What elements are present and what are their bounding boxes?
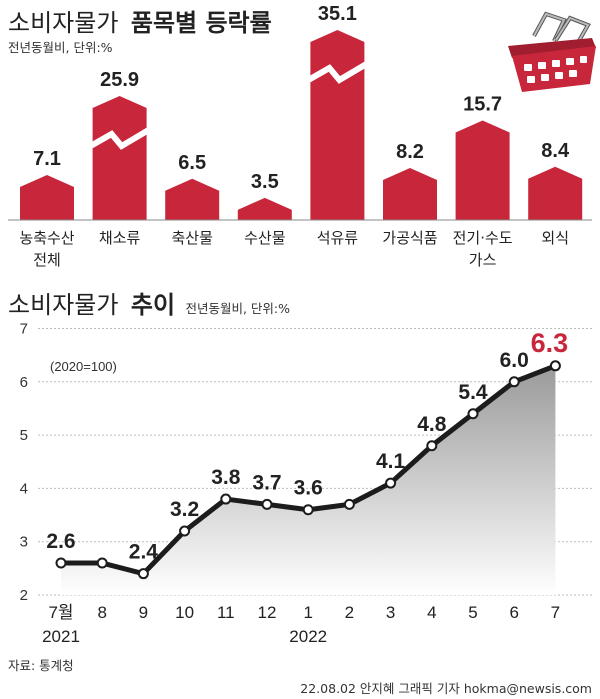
x-tick-label-6: 1 (303, 603, 312, 622)
x-year-label-0: 2021 (42, 627, 80, 646)
line-value-label-11: 6.0 (500, 349, 529, 372)
axis-break-mark-1 (89, 127, 151, 150)
bar-chart-title: 소비자물가 품목별 등락률 (8, 9, 272, 37)
bar-7 (528, 166, 583, 220)
bar-category-label-2-0: 축산물 (171, 229, 212, 247)
credit-note: 22.08.02 안지혜 그래픽 기자 hokma@newsis.com (300, 681, 592, 696)
line-point-1 (96, 557, 108, 569)
bar-value-label-3: 3.5 (251, 171, 279, 193)
x-tick-label-7: 2 (345, 603, 354, 622)
line-point-3 (179, 525, 191, 537)
line-point-9 (426, 440, 438, 452)
base-year-note: (2020=100) (50, 359, 117, 374)
line-point-0 (55, 557, 67, 569)
bar-0 (20, 175, 74, 220)
y-tick-label-2: 4 (20, 480, 28, 497)
bar-value-label-4: 35.1 (318, 3, 357, 25)
x-tick-label-9: 4 (427, 603, 436, 622)
bar-category-label-5-0: 가공식품 (382, 229, 437, 247)
line-value-label-5: 3.7 (252, 471, 281, 494)
shopping-basket-icon (508, 11, 596, 92)
bar-chart-unit-note: 전년동월비, 단위:% (8, 40, 113, 55)
bar-3 (237, 197, 292, 220)
x-tick-label-5: 12 (258, 603, 277, 622)
line-value-label-0: 2.6 (46, 530, 75, 553)
bar-category-label-0-1: 전체 (33, 251, 61, 269)
bar-2 (165, 178, 220, 220)
bar-category-label-4-0: 석유류 (317, 229, 359, 247)
bar-value-label-6: 15.7 (463, 93, 502, 115)
line-point-5 (261, 498, 273, 510)
bar-6 (455, 120, 510, 220)
y-tick-label-0: 2 (20, 587, 28, 604)
bar-4 (310, 30, 365, 220)
line-point-6 (302, 504, 314, 516)
line-point-4 (220, 493, 232, 505)
line-chart-unit-note: 전년동월비, 단위:% (185, 301, 290, 316)
bar-category-label-0-0: 농축수산 (19, 229, 74, 247)
bar-category-label-6-0: 전기·수도 (453, 229, 513, 247)
bar-value-label-7: 8.4 (541, 140, 570, 162)
x-tick-label-3: 10 (175, 603, 194, 622)
line-value-label-12: 6.3 (531, 328, 569, 358)
line-point-12 (549, 360, 561, 372)
line-value-label-2: 2.4 (129, 541, 159, 564)
bar-category-label-3-0: 수산물 (244, 229, 285, 247)
line-chart-title-bold: 추이 (131, 291, 175, 319)
bar-chart-title-regular: 소비자물가 (8, 9, 118, 37)
line-chart-points: 2.6 2.4 3.2 3.8 3.7 3.6 4.1 4.8 5.4 6.06.3 (46, 328, 569, 580)
line-chart-area-fill (61, 365, 556, 595)
x-tick-label-1: 8 (97, 603, 106, 622)
line-chart-title: 소비자물가 추이 전년동월비, 단위:% (8, 291, 290, 319)
line-chart-title-regular: 소비자물가 (8, 291, 118, 319)
x-tick-label-12: 7 (551, 603, 560, 622)
axis-break-mark-4 (306, 61, 368, 84)
x-tick-label-10: 5 (468, 603, 477, 622)
bar-5 (383, 168, 437, 220)
bar-category-label-6-1: 가스 (469, 251, 497, 269)
line-value-label-10: 5.4 (458, 381, 488, 404)
line-value-label-6: 3.6 (294, 477, 323, 500)
x-tick-label-11: 6 (509, 603, 518, 622)
y-tick-label-1: 3 (20, 534, 28, 551)
bar-1 (92, 96, 147, 220)
bar-value-label-1: 25.9 (100, 69, 139, 91)
x-tick-label-8: 3 (386, 603, 395, 622)
bar-category-label-7-0: 외식 (541, 229, 569, 247)
x-tick-label-0: 7월 (48, 603, 73, 622)
bar-category-label-1-0: 채소류 (99, 229, 141, 247)
line-value-label-8: 4.1 (376, 450, 406, 473)
line-value-label-3: 3.2 (170, 498, 199, 521)
x-year-label-1: 2022 (289, 627, 327, 646)
line-point-2 (137, 568, 149, 580)
source-note: 자료: 통계청 (8, 658, 74, 673)
y-tick-label-5: 7 (20, 321, 28, 338)
x-tick-label-4: 11 (217, 603, 235, 622)
line-point-7 (343, 498, 355, 510)
bar-value-label-2: 6.5 (178, 152, 206, 174)
bar-chart-title-bold: 품목별 등락률 (131, 9, 272, 37)
line-value-label-4: 3.8 (211, 466, 241, 489)
line-point-10 (467, 408, 479, 420)
line-chart-y-axis: 2 3 4 5 6 7 (20, 321, 28, 605)
bar-value-label-5: 8.2 (396, 141, 424, 163)
y-tick-label-3: 5 (20, 427, 28, 444)
line-value-label-9: 4.8 (417, 413, 447, 436)
line-point-11 (508, 376, 520, 388)
line-point-8 (385, 477, 397, 489)
x-tick-label-2: 9 (139, 603, 148, 622)
bar-value-label-0: 7.1 (33, 148, 61, 170)
y-tick-label-4: 6 (20, 374, 28, 391)
